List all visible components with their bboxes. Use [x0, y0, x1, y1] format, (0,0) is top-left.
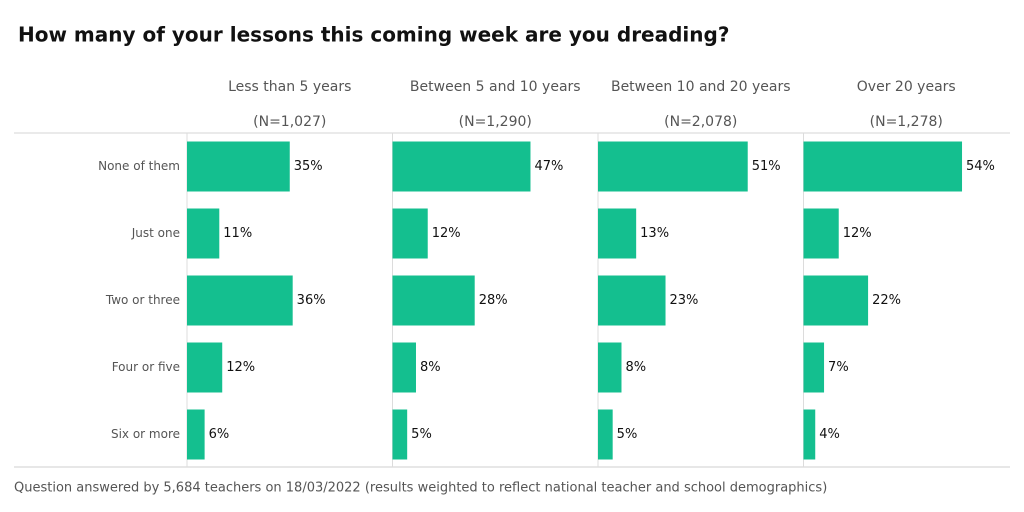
value-label: 54% [966, 159, 995, 174]
bar [803, 409, 816, 460]
bar [598, 275, 666, 326]
category-label: Four or five [112, 360, 180, 374]
value-label: 7% [828, 360, 849, 375]
bar [187, 208, 220, 259]
value-label: 6% [209, 427, 230, 442]
bar [598, 141, 748, 192]
chart-title: How many of your lessons this coming wee… [18, 23, 729, 47]
value-label: 5% [617, 427, 638, 442]
bar [803, 208, 839, 259]
panel-header: Between 10 and 20 years [611, 79, 791, 95]
value-label: 47% [534, 159, 563, 174]
bar [392, 409, 408, 460]
category-label: None of them [98, 159, 180, 173]
panel-subheader: (N=1,278) [870, 114, 943, 130]
value-label: 13% [640, 226, 669, 241]
panel-subheader: (N=1,290) [459, 114, 532, 130]
bar [598, 409, 613, 460]
bar [598, 342, 622, 393]
value-label: 8% [420, 360, 441, 375]
value-label: 51% [752, 159, 781, 174]
bar [803, 275, 869, 326]
value-label: 4% [819, 427, 840, 442]
bar [187, 275, 293, 326]
bar [392, 275, 475, 326]
value-label: 22% [872, 293, 901, 308]
bar [187, 409, 205, 460]
value-label: 12% [226, 360, 255, 375]
value-label: 12% [843, 226, 872, 241]
value-label: 35% [294, 159, 323, 174]
panel-subheader: (N=1,027) [253, 114, 326, 130]
value-label: 12% [432, 226, 461, 241]
category-label: Just one [131, 226, 180, 240]
category-label: Two or three [105, 293, 180, 307]
bar [598, 208, 637, 259]
bar [392, 342, 416, 393]
bar [187, 342, 223, 393]
value-label: 11% [223, 226, 252, 241]
panel-header: Less than 5 years [228, 79, 351, 95]
footnote: Question answered by 5,684 teachers on 1… [14, 481, 827, 496]
bar [392, 141, 531, 192]
value-label: 28% [479, 293, 508, 308]
bar [187, 141, 290, 192]
bar [803, 342, 825, 393]
bar [803, 141, 963, 192]
panel-subheader: (N=2,078) [664, 114, 737, 130]
bar [392, 208, 428, 259]
panel-header: Over 20 years [857, 79, 956, 95]
panel-header: Between 5 and 10 years [410, 79, 581, 95]
value-label: 36% [297, 293, 326, 308]
value-label: 8% [625, 360, 646, 375]
category-label: Six or more [111, 427, 180, 441]
value-label: 5% [411, 427, 432, 442]
value-label: 23% [670, 293, 699, 308]
